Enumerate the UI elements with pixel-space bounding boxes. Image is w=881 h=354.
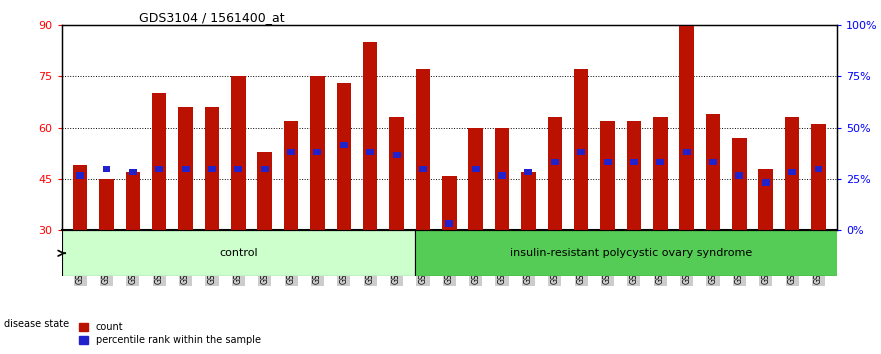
Bar: [73, 165, 87, 230]
Bar: [683, 149, 691, 155]
Bar: [522, 172, 536, 230]
Bar: [732, 138, 746, 230]
Bar: [208, 166, 216, 172]
Bar: [762, 179, 770, 185]
Bar: [340, 142, 348, 148]
Text: insulin-resistant polycystic ovary syndrome: insulin-resistant polycystic ovary syndr…: [510, 248, 752, 258]
Bar: [524, 169, 532, 175]
Bar: [600, 121, 615, 230]
Bar: [366, 149, 374, 155]
Legend: count, percentile rank within the sample: count, percentile rank within the sample: [76, 319, 264, 349]
Bar: [709, 159, 717, 165]
Bar: [287, 149, 295, 155]
Bar: [415, 230, 848, 276]
Bar: [261, 166, 269, 172]
Text: disease state: disease state: [4, 319, 70, 329]
Bar: [815, 166, 823, 172]
Bar: [469, 127, 483, 230]
Bar: [471, 166, 479, 172]
Bar: [62, 230, 415, 276]
Bar: [178, 107, 193, 230]
Bar: [577, 149, 585, 155]
Bar: [498, 172, 506, 179]
Bar: [679, 25, 694, 230]
Bar: [393, 152, 401, 158]
Bar: [181, 166, 189, 172]
Bar: [155, 166, 163, 172]
Bar: [653, 117, 668, 230]
Text: control: control: [219, 248, 257, 258]
Bar: [574, 69, 589, 230]
Text: GDS3104 / 1561400_at: GDS3104 / 1561400_at: [139, 11, 285, 24]
Bar: [231, 76, 246, 230]
Bar: [76, 172, 84, 179]
Bar: [234, 166, 242, 172]
Bar: [785, 117, 799, 230]
Bar: [284, 121, 299, 230]
Bar: [310, 76, 325, 230]
Bar: [100, 179, 114, 230]
Bar: [389, 117, 403, 230]
Bar: [630, 159, 638, 165]
Bar: [811, 124, 825, 230]
Bar: [363, 42, 377, 230]
Bar: [445, 221, 454, 227]
Bar: [257, 152, 272, 230]
Bar: [547, 117, 562, 230]
Bar: [603, 159, 611, 165]
Bar: [416, 69, 430, 230]
Bar: [626, 121, 641, 230]
Bar: [656, 159, 664, 165]
Bar: [102, 166, 110, 172]
Bar: [495, 127, 509, 230]
Bar: [337, 83, 352, 230]
Bar: [126, 172, 140, 230]
Bar: [419, 166, 427, 172]
Bar: [442, 176, 456, 230]
Bar: [736, 172, 744, 179]
Bar: [129, 169, 137, 175]
Bar: [759, 169, 773, 230]
Bar: [204, 107, 219, 230]
Bar: [788, 169, 796, 175]
Bar: [706, 114, 721, 230]
Bar: [551, 159, 559, 165]
Bar: [314, 149, 322, 155]
Bar: [152, 93, 167, 230]
